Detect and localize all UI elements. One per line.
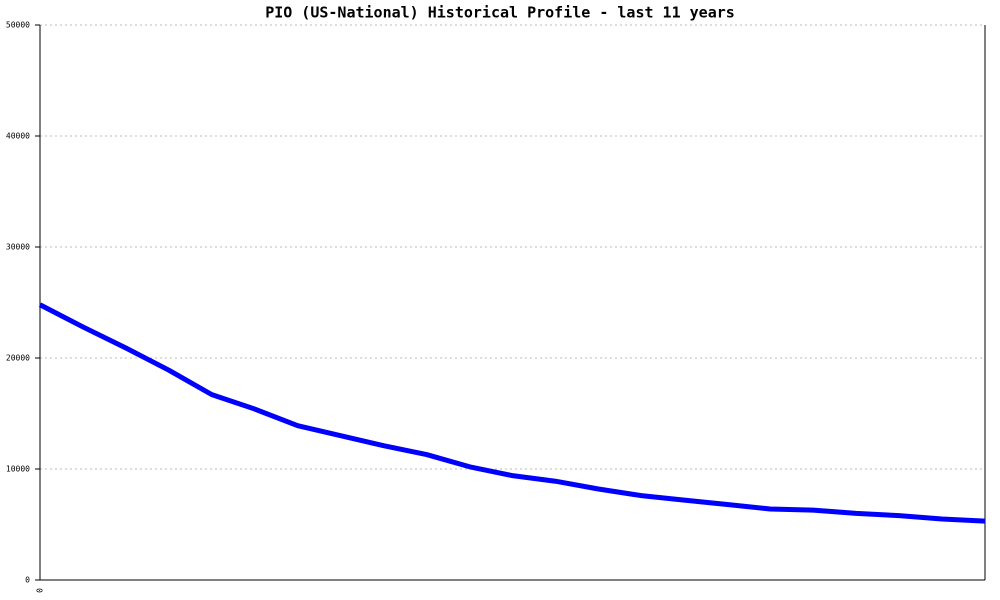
- y-tick-label: 0: [25, 576, 30, 585]
- y-tick-label: 10000: [6, 465, 30, 474]
- y-tick-label: 20000: [6, 354, 30, 363]
- data-line: [38, 302, 986, 524]
- chart-title: PIO (US-National) Historical Profile - l…: [265, 4, 735, 22]
- y-tick-label: 30000: [6, 243, 30, 252]
- x-tick-label: 0: [36, 588, 45, 593]
- y-tick-label: 50000: [6, 21, 30, 30]
- y-tick-label: 40000: [6, 132, 30, 141]
